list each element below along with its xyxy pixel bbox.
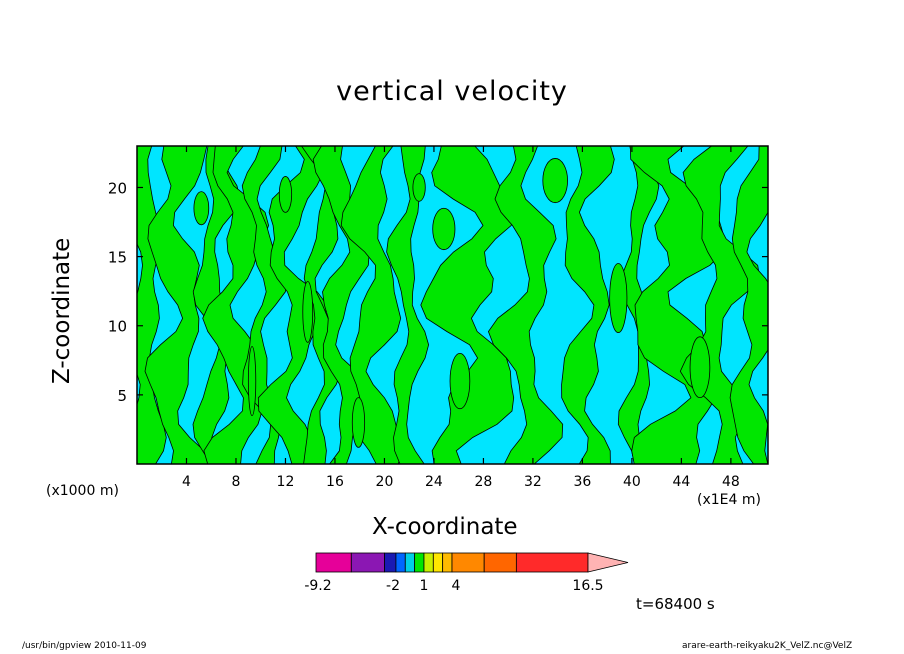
contour-cell bbox=[432, 207, 456, 251]
colorbar-segment bbox=[451, 552, 485, 573]
colorbar-segment bbox=[315, 552, 352, 573]
colorbar: -9.2 -2 1 4 16.5 bbox=[304, 552, 629, 594]
contour-region bbox=[561, 146, 615, 464]
x-tick-label: 36 bbox=[573, 474, 591, 490]
contour-region bbox=[340, 146, 402, 464]
colorbar-label: -9.2 bbox=[304, 578, 331, 594]
x-tick-label: 4 bbox=[182, 474, 191, 490]
contour-region bbox=[386, 146, 430, 464]
x-tick-label: 16 bbox=[326, 474, 344, 490]
colorbar-segment bbox=[384, 552, 397, 573]
colorbar-label: 1 bbox=[420, 578, 429, 594]
colorbar-segment bbox=[432, 552, 444, 573]
y-axis-ticks: 5 10 15 20 bbox=[108, 179, 768, 405]
x-tick-label: 40 bbox=[623, 474, 641, 490]
x-axis-unit-right: (x1E4 m) bbox=[697, 492, 761, 508]
contour-cell bbox=[689, 336, 711, 399]
colorbar-segment bbox=[350, 552, 385, 573]
x-tick-label: 8 bbox=[232, 474, 241, 490]
colorbar-segment bbox=[395, 552, 406, 573]
colorbar-label: -2 bbox=[386, 578, 400, 594]
colorbar-label: 16.5 bbox=[572, 578, 603, 594]
contour-region bbox=[144, 146, 212, 464]
x-tick-label: 20 bbox=[376, 474, 394, 490]
colorbar-segment bbox=[404, 552, 416, 573]
x-axis-title-text: X-coordinate bbox=[372, 514, 518, 540]
footer-left: /usr/bin/gpview 2010-11-09 bbox=[22, 641, 147, 651]
contour-cell bbox=[193, 191, 210, 226]
y-tick-label: 15 bbox=[108, 249, 127, 267]
colorbar-label: 4 bbox=[452, 578, 461, 594]
contour-cell bbox=[449, 352, 471, 410]
chart-title: vertical velocity bbox=[336, 76, 568, 107]
x-tick-label: 48 bbox=[722, 474, 740, 490]
colorbar-arrow bbox=[587, 552, 629, 573]
contour-cell bbox=[302, 281, 314, 343]
contour-fill-group bbox=[137, 146, 768, 464]
x-axis-ticks: 4 8 12 16 20 24 28 32 36 40 44 48 bbox=[182, 146, 740, 490]
time-label: t=68400 s bbox=[636, 595, 715, 613]
contour-cell bbox=[542, 158, 568, 204]
colorbar-segment bbox=[414, 552, 425, 573]
plot-frame bbox=[136, 145, 769, 465]
colorbar-segment bbox=[483, 552, 517, 573]
contour-region bbox=[729, 146, 768, 464]
contour-region bbox=[487, 146, 564, 464]
contour-cell bbox=[351, 397, 366, 448]
y-axis-title: Z-coordinate bbox=[49, 237, 75, 384]
x-tick-label: 44 bbox=[672, 474, 690, 490]
x-tick-label: 12 bbox=[277, 474, 295, 490]
x-axis-unit-left: (x1000 m) bbox=[46, 483, 119, 499]
x-tick-label: 32 bbox=[524, 474, 542, 490]
y-tick-label: 10 bbox=[108, 318, 127, 336]
contour-cell bbox=[278, 176, 293, 213]
contour-cell bbox=[247, 346, 257, 417]
contour-cell bbox=[412, 173, 426, 202]
y-tick-label: 20 bbox=[108, 179, 127, 197]
contour-cell bbox=[609, 263, 628, 334]
colorbar-segment bbox=[515, 552, 589, 573]
contour-region bbox=[420, 146, 518, 464]
colorbar-segment bbox=[423, 552, 434, 573]
plot-area bbox=[136, 145, 769, 465]
contour-region bbox=[257, 146, 328, 464]
x-tick-label: 24 bbox=[425, 474, 443, 490]
x-tick-label: 28 bbox=[475, 474, 493, 490]
footer-right: arare-earth-reikyaku2K_VelZ.nc@VelZ bbox=[682, 641, 853, 651]
y-tick-label: 5 bbox=[117, 387, 127, 405]
colorbar-segment bbox=[442, 552, 453, 573]
